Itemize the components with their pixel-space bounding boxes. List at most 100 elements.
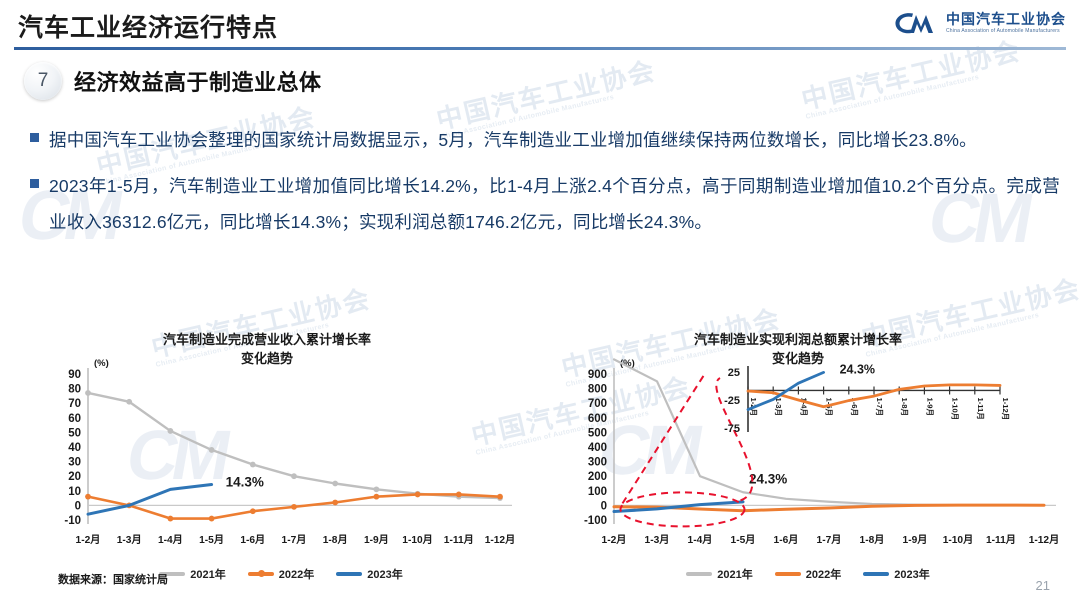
- svg-text:1-4月: 1-4月: [799, 397, 808, 416]
- svg-text:1-7月: 1-7月: [282, 534, 307, 546]
- cam-logo: 中国汽车工业协会 China Association of Automobile…: [893, 10, 1066, 36]
- chart-subtitle: 变化趋势: [240, 351, 293, 366]
- chart-legend: 2021年 2022年 2023年: [548, 566, 1068, 582]
- svg-text:1-12月: 1-12月: [485, 534, 516, 546]
- legend-label: 2021年: [190, 569, 226, 581]
- cam-logo-en: China Association of Automobile Manufact…: [946, 27, 1060, 34]
- section-heading: 7 经济效益高于制造业总体: [24, 62, 322, 100]
- chart-title: 汽车制造业实现利润总额累计增长率 变化趋势: [588, 330, 1008, 368]
- profit-growth-chart: 汽车制造业实现利润总额累计增长率 变化趋势 900 800 700 600 500 400…: [548, 330, 1068, 592]
- svg-text:1-6月: 1-6月: [240, 534, 265, 546]
- svg-text:14.3%: 14.3%: [226, 475, 264, 490]
- chart-title-main: 汽车制造业完成营业收入累计增长率: [162, 332, 371, 347]
- svg-text:(%): (%): [620, 358, 635, 369]
- revenue-growth-chart: 汽车制造业完成营业收入累计增长率 变化趋势 90 80 70 60 50 40 30 20 10…: [42, 330, 520, 592]
- legend-label: 2021年: [717, 569, 753, 581]
- bullet-square-icon: [30, 133, 39, 142]
- svg-text:1-3月: 1-3月: [774, 397, 783, 416]
- legend-swatch: [159, 572, 186, 576]
- svg-text:1-11月: 1-11月: [986, 534, 1016, 546]
- list-item: 2023年1-5月，汽车制造业工业增加值同比增长14.2%，比1-4月上涨2.4…: [30, 168, 1060, 240]
- svg-text:600: 600: [588, 413, 607, 425]
- svg-text:0: 0: [601, 500, 607, 512]
- svg-text:1-6月: 1-6月: [850, 397, 859, 416]
- svg-text:1-9月: 1-9月: [925, 397, 934, 416]
- svg-text:30: 30: [68, 457, 81, 469]
- chart-title-main: 汽车制造业实现利润总额累计增长率: [693, 332, 902, 347]
- legend-item-2023: 2023年: [336, 566, 403, 582]
- svg-text:60: 60: [68, 413, 81, 425]
- svg-text:20: 20: [68, 471, 81, 483]
- svg-text:80: 80: [68, 384, 81, 396]
- bullet-square-icon: [30, 179, 39, 188]
- cam-logo-icon: [895, 13, 933, 34]
- list-item: 据中国汽车工业协会整理的国家统计局数据显示，5月，汽车制造业工业增加值继续保持两…: [30, 122, 1060, 158]
- svg-text:-100: -100: [584, 515, 607, 527]
- revenue-growth-plot: 90 80 70 60 50 40 30 20 10 0 -10 1-2月 1-3月 1-4月 1-5月 1-…: [64, 358, 516, 546]
- legend-item-2021: 2021年: [159, 566, 226, 582]
- svg-text:200: 200: [588, 471, 607, 483]
- svg-text:10: 10: [68, 486, 81, 498]
- svg-text:100: 100: [588, 486, 607, 498]
- svg-text:1-8月: 1-8月: [900, 397, 909, 416]
- svg-text:900: 900: [588, 369, 607, 381]
- bullet-list: 据中国汽车工业协会整理的国家统计局数据显示，5月，汽车制造业工业增加值继续保持两…: [30, 122, 1060, 250]
- legend-swatch: [774, 572, 801, 576]
- svg-text:(%): (%): [94, 358, 109, 369]
- legend-label: 2023年: [894, 569, 930, 581]
- bullet-text: 2023年1-5月，汽车制造业工业增加值同比增长14.2%，比1-4月上涨2.4…: [49, 176, 1060, 232]
- svg-text:1-2月: 1-2月: [76, 534, 101, 546]
- svg-text:1-3月: 1-3月: [645, 534, 670, 546]
- page-number: 21: [1035, 578, 1050, 593]
- legend-swatch: [336, 572, 363, 576]
- bullet-text: 据中国汽车工业协会整理的国家统计局数据显示，5月，汽车制造业工业增加值继续保持两…: [49, 130, 977, 150]
- svg-text:400: 400: [588, 442, 607, 454]
- header-divider: [14, 47, 1066, 50]
- svg-text:1-11月: 1-11月: [976, 397, 985, 419]
- svg-text:1-3月: 1-3月: [117, 534, 142, 546]
- legend-item-2022: 2022年: [774, 566, 842, 582]
- svg-text:300: 300: [588, 457, 607, 469]
- slide-header: 汽车工业经济运行特点 中国汽车工业协会 China Association of…: [0, 0, 1080, 56]
- svg-text:50: 50: [68, 427, 81, 439]
- chart-subtitle: 变化趋势: [771, 351, 824, 366]
- svg-text:800: 800: [588, 384, 607, 396]
- svg-text:1-5月: 1-5月: [731, 534, 756, 546]
- svg-text:40: 40: [68, 442, 81, 454]
- legend-label: 2022年: [805, 569, 842, 581]
- svg-text:500: 500: [588, 427, 607, 439]
- svg-text:1-10月: 1-10月: [943, 534, 974, 546]
- svg-text:0: 0: [75, 500, 81, 512]
- legend-item-2022: 2022年: [247, 566, 315, 582]
- legend-label: 2023年: [367, 569, 403, 581]
- svg-text:1-12月: 1-12月: [1029, 534, 1060, 546]
- svg-text:1-4月: 1-4月: [158, 534, 183, 546]
- svg-text:70: 70: [68, 398, 81, 410]
- legend-swatch: [247, 570, 274, 577]
- svg-text:1-10月: 1-10月: [402, 534, 433, 546]
- svg-text:-10: -10: [64, 515, 81, 527]
- svg-text:1-5月: 1-5月: [199, 534, 224, 546]
- svg-text:1-4月: 1-4月: [688, 534, 713, 546]
- svg-text:25: 25: [728, 367, 740, 379]
- data-source-note: 数据来源：国家统计局: [58, 574, 168, 586]
- svg-text:1-2月: 1-2月: [602, 534, 627, 546]
- svg-text:1-7月: 1-7月: [875, 397, 884, 416]
- svg-text:1-9月: 1-9月: [364, 534, 389, 546]
- chart-title: 汽车制造业完成营业收入累计增长率 变化趋势: [72, 330, 462, 368]
- svg-text:1-10月: 1-10月: [951, 397, 960, 420]
- svg-text:-75: -75: [724, 423, 740, 435]
- svg-text:24.3%: 24.3%: [749, 472, 787, 487]
- svg-text:1-9月: 1-9月: [903, 534, 928, 546]
- cam-logo-cn: 中国汽车工业协会: [946, 11, 1066, 28]
- legend-item-2021: 2021年: [686, 566, 753, 582]
- svg-text:90: 90: [68, 369, 81, 381]
- profit-growth-plot: 900 800 700 600 500 400 300 200 100 0 -100 1-2月 1-3月…: [584, 358, 1060, 546]
- svg-text:1-7月: 1-7月: [817, 534, 842, 546]
- chart-legend: 2021年 2022年 2023年: [42, 566, 520, 582]
- legend-item-2023: 2023年: [863, 566, 930, 582]
- section-number-badge: 7: [24, 62, 62, 100]
- legend-label: 2022年: [278, 569, 315, 581]
- page-title: 汽车工业经济运行特点: [18, 14, 279, 42]
